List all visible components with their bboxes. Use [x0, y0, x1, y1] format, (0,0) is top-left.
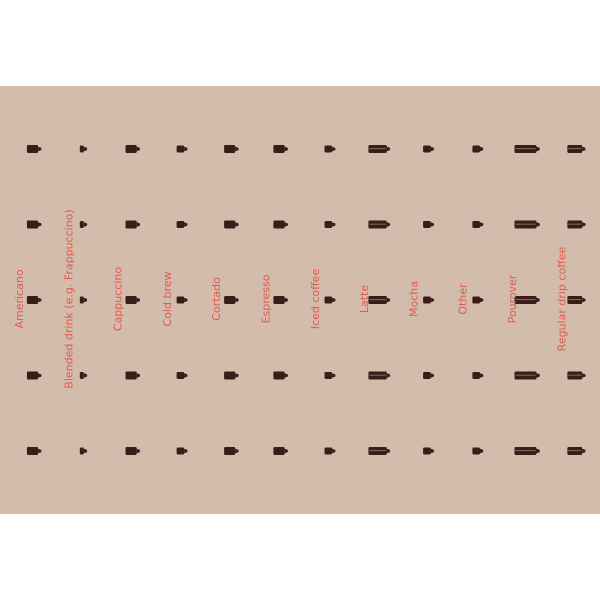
coffee-cup-icon — [224, 296, 239, 304]
coffee-cup-icon — [224, 220, 239, 229]
coffee-cup-icon — [176, 221, 188, 228]
coffee-cup-icon — [125, 145, 141, 153]
coffee-cup-icon — [79, 145, 88, 153]
coffee-cup-icon — [423, 372, 435, 379]
coffee-cup-icon — [125, 371, 141, 380]
coffee-cup-icon — [26, 296, 42, 304]
chart-background — [0, 86, 600, 514]
coffee-cup-icon — [79, 372, 88, 379]
coffee-cup-icon — [472, 447, 484, 455]
coffee-cup-icon — [514, 371, 540, 380]
cup-marks — [26, 145, 586, 455]
category-label: Latte — [358, 285, 371, 313]
category-label: Iced coffee — [309, 269, 322, 330]
category-label: Other — [457, 283, 470, 315]
coffee-cup-icon — [125, 296, 141, 304]
coffee-cup-icon — [176, 145, 188, 153]
category-label: Regular drip coffee — [555, 246, 568, 351]
category-label: Cortado — [210, 277, 223, 321]
coffee-cup-icon — [514, 296, 540, 304]
coffee-cup-icon — [26, 371, 42, 380]
coffee-cup-icon — [514, 447, 540, 455]
coffee-cup-icon — [273, 220, 288, 229]
coffee-cup-icon — [125, 447, 141, 455]
pictogram-chart: Americano Blended drink (e.g. Frappuccino… — [0, 86, 600, 514]
coffee-cup-icon — [273, 145, 288, 153]
coffee-cup-icon — [423, 145, 435, 153]
coffee-cup-icon — [273, 296, 288, 304]
coffee-cup-icon — [368, 371, 391, 380]
coffee-cup-icon — [567, 296, 586, 304]
category-label: Mocha — [407, 281, 420, 317]
coffee-cup-icon — [26, 220, 42, 229]
coffee-cup-icon — [79, 296, 88, 304]
coffee-cup-icon — [324, 145, 336, 153]
coffee-cup-icon — [224, 371, 239, 380]
coffee-cup-icon — [472, 221, 484, 228]
coffee-cup-icon — [26, 447, 42, 455]
category-label: Cold brew — [161, 272, 174, 327]
coffee-cup-icon — [514, 145, 540, 153]
coffee-cup-icon — [224, 447, 239, 455]
coffee-cup-icon — [324, 447, 336, 455]
coffee-cup-icon — [472, 145, 484, 153]
coffee-cup-icon — [423, 296, 435, 304]
category-label: Espresso — [260, 274, 273, 323]
coffee-cup-icon — [273, 447, 288, 455]
coffee-cup-icon — [224, 145, 239, 153]
coffee-cup-icon — [368, 220, 391, 229]
chart-panel: Americano Blended drink (e.g. Frappuccino… — [0, 86, 600, 514]
category-labels: Americano Blended drink (e.g. Frappuccino… — [13, 209, 568, 388]
coffee-cup-icon — [368, 296, 391, 304]
coffee-cup-icon — [273, 371, 288, 380]
coffee-cup-icon — [423, 221, 435, 228]
coffee-cup-icon — [324, 221, 336, 228]
category-label: Cappuccino — [112, 267, 125, 331]
coffee-cup-icon — [26, 145, 42, 153]
coffee-cup-icon — [472, 296, 484, 304]
coffee-cup-icon — [567, 371, 586, 380]
coffee-cup-icon — [176, 372, 188, 379]
coffee-cup-icon — [324, 296, 336, 304]
category-label: Pourover — [506, 274, 519, 323]
coffee-cup-icon — [472, 372, 484, 379]
coffee-cup-icon — [79, 221, 88, 228]
category-label: Americano — [13, 269, 26, 328]
coffee-cup-icon — [324, 372, 336, 379]
coffee-cup-icon — [368, 447, 391, 455]
category-label: Blended drink (e.g. Frappuccino) — [62, 209, 75, 388]
coffee-cup-icon — [176, 447, 188, 455]
coffee-cup-icon — [567, 145, 586, 153]
coffee-cup-icon — [567, 220, 586, 229]
coffee-cup-icon — [423, 447, 435, 455]
coffee-cup-icon — [514, 220, 540, 229]
coffee-cup-icon — [79, 447, 88, 455]
coffee-cup-icon — [368, 145, 391, 153]
coffee-cup-icon — [176, 296, 188, 304]
coffee-cup-icon — [125, 220, 141, 229]
coffee-cup-icon — [567, 447, 586, 455]
